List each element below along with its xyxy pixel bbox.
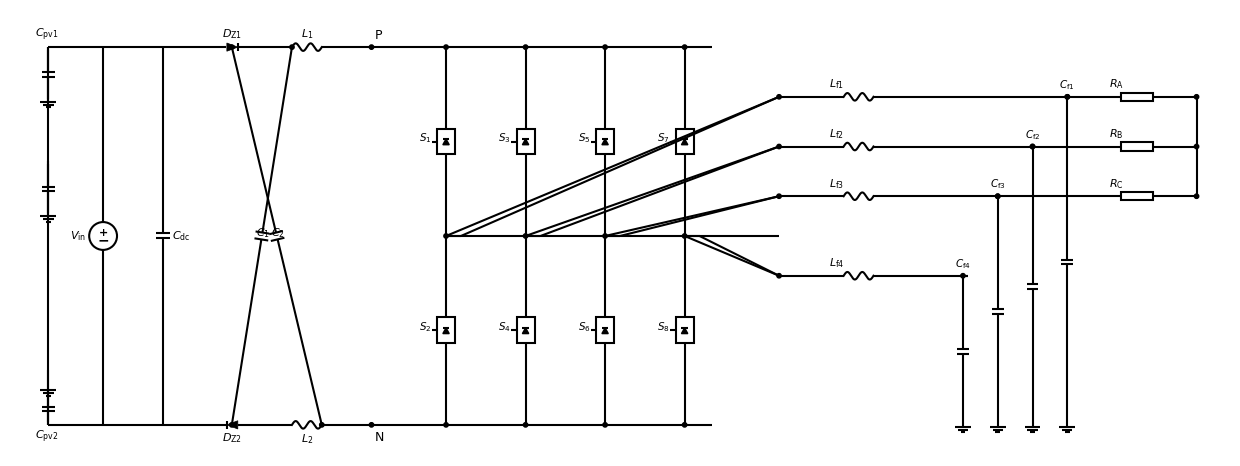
Circle shape: [996, 194, 999, 199]
Polygon shape: [601, 139, 609, 145]
Text: $C_{\mathrm{f2}}$: $C_{\mathrm{f2}}$: [1024, 128, 1040, 142]
Text: $S_{1}$: $S_{1}$: [419, 131, 432, 145]
Text: $L_{2}$: $L_{2}$: [301, 432, 312, 445]
Bar: [1121, 93, 1153, 101]
Text: $S_{2}$: $S_{2}$: [419, 320, 432, 334]
Bar: [596, 317, 614, 343]
Bar: [596, 129, 614, 154]
Circle shape: [1194, 194, 1199, 199]
Text: $R_{\mathrm{B}}$: $R_{\mathrm{B}}$: [1109, 127, 1123, 141]
Circle shape: [444, 45, 448, 49]
Text: $D_{\mathrm{Z1}}$: $D_{\mathrm{Z1}}$: [222, 27, 242, 41]
Text: $R_{\mathrm{C}}$: $R_{\mathrm{C}}$: [1109, 177, 1123, 191]
Bar: [436, 317, 455, 343]
Text: $L_{\mathrm{f1}}$: $L_{\mathrm{f1}}$: [830, 77, 844, 91]
Text: $S_{5}$: $S_{5}$: [578, 131, 590, 145]
Polygon shape: [682, 139, 688, 145]
Text: $C_{\mathrm{dc}}$: $C_{\mathrm{dc}}$: [171, 229, 190, 243]
Text: $C_{2}$: $C_{2}$: [270, 226, 285, 240]
Circle shape: [603, 45, 608, 49]
Bar: [517, 129, 534, 154]
Text: $S_{3}$: $S_{3}$: [498, 131, 511, 145]
Text: $S_{6}$: $S_{6}$: [578, 320, 590, 334]
Text: −: −: [97, 233, 109, 247]
Circle shape: [523, 234, 528, 238]
Text: $L_{1}$: $L_{1}$: [300, 27, 312, 41]
Circle shape: [1065, 95, 1070, 99]
Text: $C_{1}$: $C_{1}$: [255, 226, 270, 240]
Text: $L_{\mathrm{f3}}$: $L_{\mathrm{f3}}$: [830, 177, 844, 191]
Polygon shape: [682, 328, 688, 334]
Bar: [436, 129, 455, 154]
Circle shape: [682, 423, 687, 427]
Polygon shape: [443, 139, 449, 145]
Circle shape: [776, 95, 781, 99]
Polygon shape: [227, 421, 238, 429]
Bar: [676, 129, 693, 154]
Circle shape: [603, 234, 608, 238]
Text: +: +: [98, 227, 108, 238]
Circle shape: [370, 423, 373, 427]
Text: $S_{4}$: $S_{4}$: [498, 320, 511, 334]
Text: P: P: [374, 29, 382, 42]
Bar: [1121, 192, 1153, 200]
Polygon shape: [601, 328, 609, 334]
Circle shape: [776, 194, 781, 199]
Circle shape: [1194, 95, 1199, 99]
Circle shape: [682, 234, 687, 238]
Text: $D_{\mathrm{Z2}}$: $D_{\mathrm{Z2}}$: [222, 432, 242, 445]
Text: $S_{8}$: $S_{8}$: [657, 320, 670, 334]
Circle shape: [961, 274, 965, 278]
Circle shape: [1065, 95, 1070, 99]
Text: $L_{\mathrm{f2}}$: $L_{\mathrm{f2}}$: [830, 127, 844, 141]
Text: $C_{\mathrm{f3}}$: $C_{\mathrm{f3}}$: [990, 178, 1006, 191]
Bar: [676, 317, 693, 343]
Polygon shape: [522, 328, 528, 334]
Circle shape: [523, 45, 528, 49]
Polygon shape: [227, 43, 238, 51]
Bar: [1121, 142, 1153, 151]
Text: $L_{\mathrm{f4}}$: $L_{\mathrm{f4}}$: [830, 256, 844, 270]
Text: $C_{\mathrm{pv1}}$: $C_{\mathrm{pv1}}$: [35, 27, 58, 43]
Circle shape: [682, 45, 687, 49]
Circle shape: [776, 274, 781, 278]
Circle shape: [996, 194, 999, 199]
Circle shape: [370, 45, 373, 49]
Polygon shape: [522, 139, 528, 145]
Text: N: N: [374, 431, 384, 444]
Circle shape: [444, 423, 448, 427]
Circle shape: [290, 45, 294, 49]
Circle shape: [603, 423, 608, 427]
Circle shape: [320, 423, 324, 427]
Text: $S_{7}$: $S_{7}$: [657, 131, 670, 145]
Text: $C_{\mathrm{f1}}$: $C_{\mathrm{f1}}$: [1059, 78, 1075, 92]
Bar: [517, 317, 534, 343]
Circle shape: [1194, 144, 1199, 149]
Text: $R_{\mathrm{A}}$: $R_{\mathrm{A}}$: [1109, 77, 1123, 91]
Text: $V_{\mathrm{in}}$: $V_{\mathrm{in}}$: [71, 229, 87, 243]
Polygon shape: [443, 328, 449, 334]
Text: $C_{\mathrm{f4}}$: $C_{\mathrm{f4}}$: [955, 257, 971, 271]
Circle shape: [229, 423, 234, 427]
Circle shape: [444, 234, 448, 238]
Circle shape: [776, 144, 781, 149]
Circle shape: [1030, 144, 1034, 149]
Text: $C_{\mathrm{pv2}}$: $C_{\mathrm{pv2}}$: [35, 429, 58, 445]
Circle shape: [1030, 144, 1034, 149]
Circle shape: [229, 45, 234, 49]
Circle shape: [523, 423, 528, 427]
